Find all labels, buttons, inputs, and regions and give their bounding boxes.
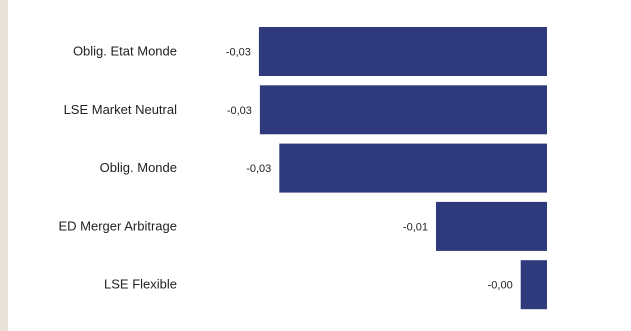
category-label-4: LSE Flexible xyxy=(104,277,177,292)
bar-2 xyxy=(279,143,547,193)
category-label-1: LSE Market Neutral xyxy=(64,102,178,117)
value-label-4: -0,00 xyxy=(488,280,513,292)
bar-1 xyxy=(259,85,547,135)
value-label-0: -0,03 xyxy=(226,47,251,59)
category-label-2: Oblig. Monde xyxy=(100,160,177,175)
category-label-0: Oblig. Etat Monde xyxy=(73,44,177,59)
bar-chart: Oblig. Etat Monde -0,03 LSE Market Neutral… xyxy=(59,27,547,310)
bar-0 xyxy=(258,27,547,76)
bar-4 xyxy=(520,260,547,310)
chart-frame: Oblig. Etat Monde -0,03 LSE Market Neutral… xyxy=(8,0,631,331)
bar-3 xyxy=(436,201,547,251)
value-label-1: -0,03 xyxy=(227,105,252,117)
value-label-3: -0,01 xyxy=(403,221,428,233)
category-label-3: ED Merger Arbitrage xyxy=(59,218,178,233)
value-label-2: -0,03 xyxy=(246,163,271,175)
